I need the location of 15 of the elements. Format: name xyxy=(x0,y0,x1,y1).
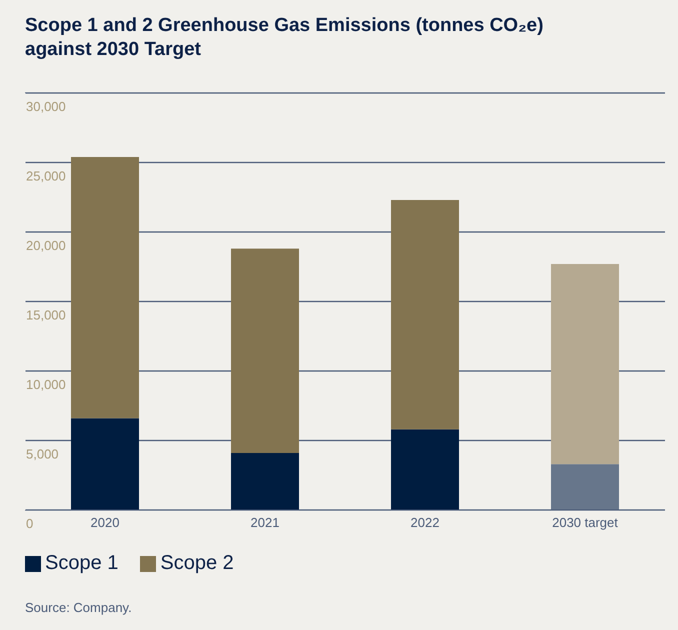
y-tick-label: 0 xyxy=(26,516,34,531)
x-tick-label: 2021 xyxy=(250,515,280,530)
y-tick-label: 15,000 xyxy=(26,308,66,322)
legend-label: Scope 2 xyxy=(160,552,234,575)
chart-title: Scope 1 and 2 Greenhouse Gas Emissions (tonnes CO₂e) against 2030 Target xyxy=(25,14,544,62)
x-tick-label: 2020 xyxy=(90,515,120,530)
source-note: Source: Company. xyxy=(25,600,132,615)
y-tick-label: 30,000 xyxy=(26,99,66,114)
y-tick-label: 20,000 xyxy=(26,238,66,253)
legend-label: Scope 1 xyxy=(45,552,118,575)
x-tick-label: 2030 target xyxy=(552,515,618,530)
y-tick-label: 10,000 xyxy=(26,377,66,392)
y-tick-label: 5,000 xyxy=(26,446,59,462)
x-tick-label: 2022 xyxy=(410,515,440,530)
y-tick-label: 25,000 xyxy=(26,168,66,184)
